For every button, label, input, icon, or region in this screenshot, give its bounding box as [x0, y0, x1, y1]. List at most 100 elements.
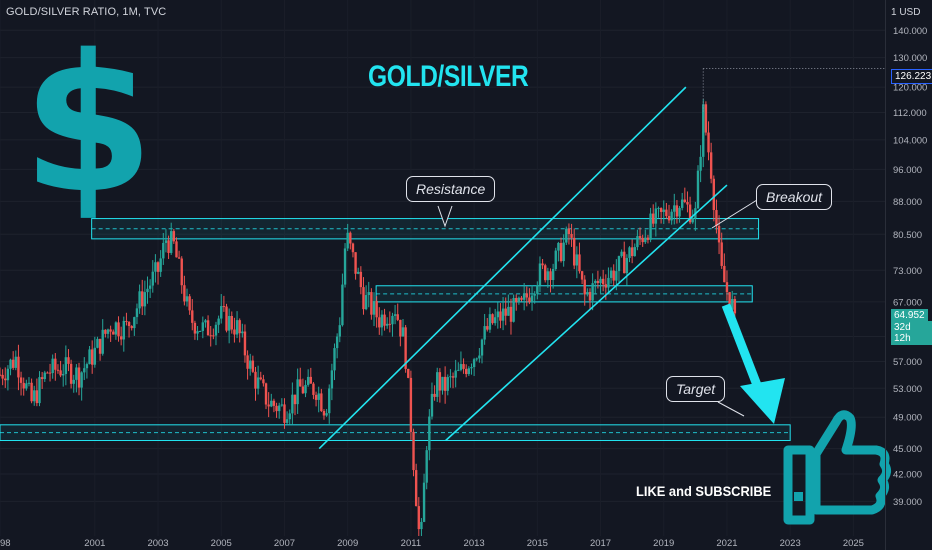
candle-down: [35, 390, 39, 404]
candle-up: [14, 356, 18, 368]
time-axis[interactable]: 1998 2001 2003 2005 2007 2009 2011 2013 2015 2017…: [0, 536, 885, 550]
candle-up: [96, 338, 99, 348]
candle-down: [109, 329, 112, 332]
candle-down: [712, 178, 715, 211]
high-price-tag: 126.223: [891, 69, 932, 84]
candle-up: [357, 271, 360, 274]
candle-down: [183, 285, 186, 302]
candle-down: [354, 252, 357, 274]
breakout-callout[interactable]: Breakout: [756, 184, 833, 210]
candle-up: [501, 308, 505, 321]
candle-up: [385, 323, 389, 326]
candle-up: [475, 358, 478, 360]
resistance-callout[interactable]: Resistance: [406, 176, 496, 202]
candle-up: [565, 228, 568, 243]
candle-up: [441, 376, 444, 391]
candle-down: [22, 382, 25, 389]
candle-down: [233, 329, 236, 335]
currency-unit[interactable]: 1 USD: [891, 7, 921, 18]
price-tick-label: 57.000: [893, 357, 922, 368]
candle-up: [478, 355, 481, 359]
candle-up: [185, 296, 189, 302]
candle-down: [375, 301, 378, 318]
candle-up: [607, 277, 610, 288]
candle-up: [162, 242, 165, 259]
candle-down: [299, 379, 302, 387]
candle-down: [230, 315, 233, 330]
candle-down: [528, 297, 531, 303]
candle-up: [428, 416, 431, 451]
candle-down: [491, 314, 494, 324]
time-tick-label: 2025: [843, 538, 864, 549]
trend-channel: [318, 86, 728, 450]
candle-up: [620, 251, 623, 257]
candle-up: [393, 314, 397, 316]
candle-up: [328, 388, 331, 414]
candle-up: [702, 104, 705, 157]
candle-up: [483, 326, 486, 340]
candle-up: [401, 327, 405, 337]
candle-down: [549, 271, 552, 281]
candle-up: [304, 384, 307, 394]
candle-down: [98, 338, 102, 354]
candle-up: [670, 211, 673, 221]
candle-down: [404, 327, 407, 369]
candle-down: [48, 372, 52, 374]
candle-up: [325, 413, 328, 416]
candle-down: [717, 226, 721, 243]
candle-up: [517, 297, 521, 303]
price-tick-label: 140.000: [893, 26, 927, 37]
price-tick-label: 73.000: [893, 266, 922, 277]
candle-down: [733, 299, 737, 314]
candle-up: [338, 325, 341, 337]
candle-up: [562, 242, 565, 262]
candle-down: [396, 314, 399, 320]
candle-up: [493, 317, 497, 324]
candle-up: [662, 209, 665, 212]
price-tick-label: 130.000: [893, 53, 927, 64]
candle-up: [9, 359, 12, 369]
candle-down: [104, 329, 107, 334]
candle-down: [667, 215, 671, 221]
candle-down: [409, 377, 413, 432]
candle-down: [54, 358, 57, 370]
candle-up: [122, 320, 125, 340]
candle-up: [538, 263, 542, 286]
candle-down: [251, 360, 255, 372]
target-callout[interactable]: Target: [666, 376, 726, 402]
candle-up: [459, 364, 463, 370]
price-axis[interactable]: 140.000 130.000 120.000 112.000 104.000 96.00…: [893, 26, 927, 508]
arrow-down-icon: [740, 378, 785, 424]
candle-up: [446, 377, 449, 391]
candle-down: [156, 262, 160, 272]
candle-up: [256, 377, 260, 389]
candle-down: [630, 247, 634, 257]
candle-up: [51, 358, 54, 374]
symbol-title[interactable]: GOLD/SILVER RATIO, 1M, TVC: [6, 6, 167, 18]
candle-up: [591, 283, 594, 301]
channel-line-2: [445, 184, 728, 442]
candle-up: [625, 257, 629, 274]
candle-down: [314, 394, 318, 400]
candle-down: [349, 232, 352, 244]
candle-down: [112, 331, 115, 335]
candle-down: [388, 323, 392, 325]
candle-down: [646, 237, 650, 240]
candle-down: [383, 314, 386, 326]
candle-down: [544, 265, 547, 281]
price-zones: [0, 218, 791, 442]
candle-down: [378, 317, 381, 328]
candle-up: [135, 308, 139, 318]
candle-up: [227, 315, 231, 331]
candle-up: [280, 404, 284, 406]
candle-down: [188, 296, 191, 311]
candle-down: [443, 376, 447, 391]
candle-down: [90, 349, 94, 365]
candle-up: [696, 170, 700, 209]
candle-up: [454, 370, 457, 378]
candle-up: [270, 400, 273, 407]
candle-down: [264, 383, 268, 405]
candle-down: [127, 321, 131, 326]
candle-down: [209, 335, 212, 337]
